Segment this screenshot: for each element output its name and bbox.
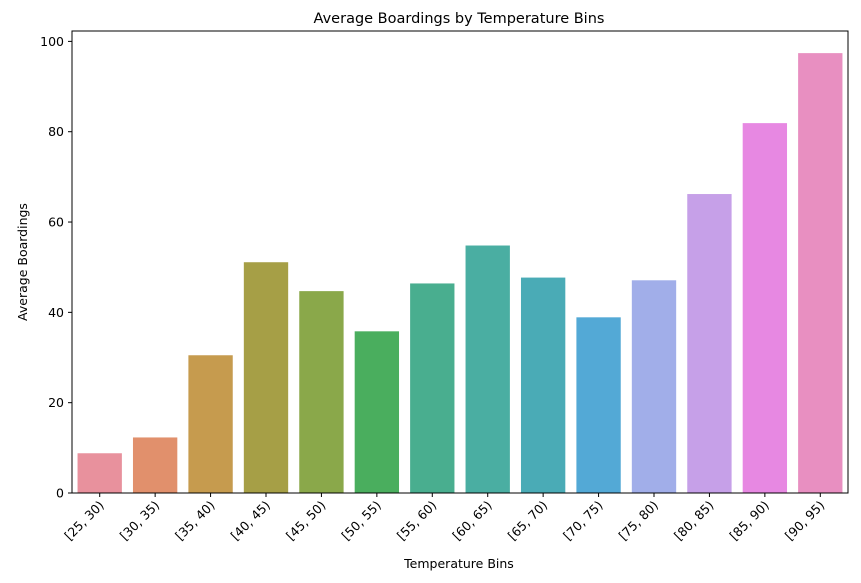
- x-tick-label-12: [85, 90): [726, 498, 772, 544]
- y-tick-label-3: 60: [48, 215, 64, 230]
- bar-0: [77, 453, 122, 493]
- x-tick-label-6: [55, 60): [394, 498, 440, 544]
- x-tick-label-10: [75, 80): [616, 498, 662, 544]
- y-tick-label-5: 100: [40, 34, 64, 49]
- x-tick-label-13: [90, 95): [782, 498, 828, 544]
- bar-8: [520, 277, 566, 493]
- bar-4: [299, 291, 344, 493]
- x-tick-label-11: [80, 85): [671, 498, 717, 544]
- x-axis-label: Temperature Bins: [403, 556, 514, 571]
- bar-6: [410, 283, 455, 493]
- x-tick-label-1: [30, 35): [117, 498, 163, 544]
- bar-1: [132, 437, 178, 493]
- y-tick-label-4: 80: [48, 124, 64, 139]
- x-tick-label-2: [35, 40): [172, 498, 218, 544]
- bar-11: [687, 194, 732, 493]
- x-tick-label-8: [65, 70): [505, 498, 551, 544]
- y-tick-label-2: 40: [48, 305, 64, 320]
- bar-7: [465, 245, 510, 493]
- bar-2: [188, 355, 233, 493]
- y-tick-label-0: 0: [56, 486, 64, 501]
- bar-3: [243, 262, 289, 493]
- x-tick-label-0: [25, 30): [61, 498, 107, 544]
- x-tick-label-9: [70, 75): [560, 498, 606, 544]
- bar-12: [742, 123, 788, 494]
- x-tick-label-4: [45, 50): [283, 498, 329, 544]
- chart-title: Average Boardings by Temperature Bins: [314, 11, 605, 27]
- bars-group: [77, 53, 843, 494]
- x-axis: [25, 30) [30, 35) [35, 40) [40, 45) [45, 50)…: [61, 493, 827, 543]
- x-tick-label-5: [50, 55): [338, 498, 384, 544]
- bar-13: [798, 53, 843, 494]
- bar-10: [631, 280, 677, 493]
- bar-5: [354, 331, 400, 493]
- y-axis-label: Average Boardings: [15, 203, 30, 321]
- bar-9: [576, 317, 621, 493]
- plot-frame: [71, 30, 849, 494]
- y-axis: 0 20 40 60 80 100: [40, 34, 72, 501]
- y-tick-label-1: 20: [48, 395, 64, 410]
- x-tick-label-7: [60, 65): [449, 498, 495, 544]
- x-tick-label-3: [40, 45): [228, 498, 274, 544]
